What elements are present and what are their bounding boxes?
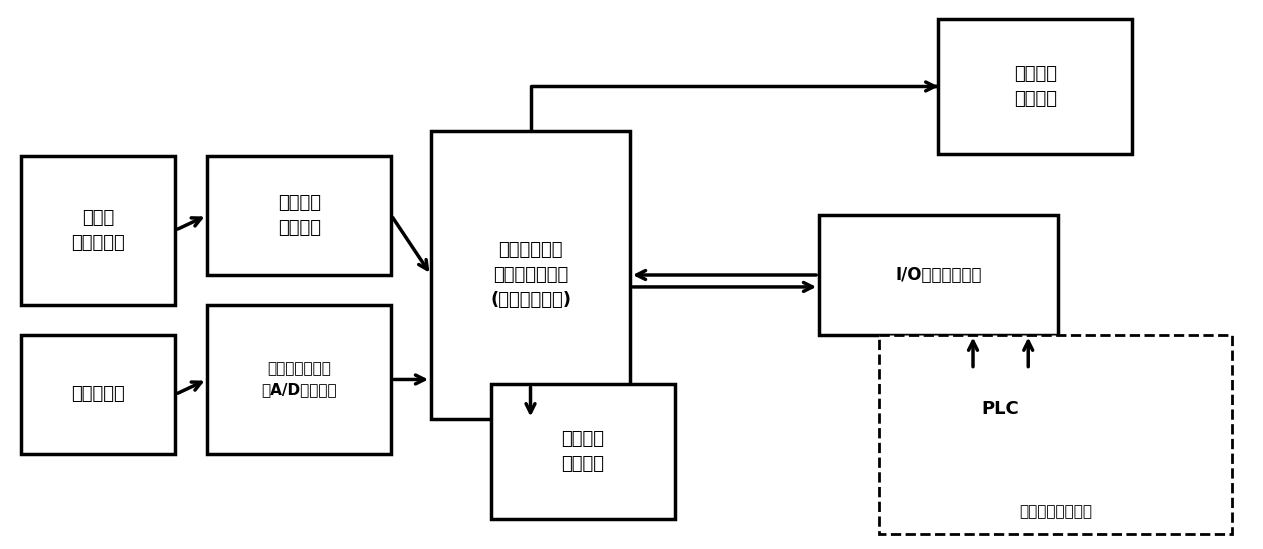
Bar <box>491 384 674 519</box>
Bar <box>879 335 1231 534</box>
Bar <box>938 19 1133 154</box>
Bar <box>21 335 176 454</box>
Bar <box>207 305 392 454</box>
Bar <box>21 155 176 305</box>
Text: 数字式
温度传感器: 数字式 温度传感器 <box>71 209 125 252</box>
Text: 温度数据
处理模块: 温度数据 处理模块 <box>278 194 321 237</box>
Text: 实时补偿计算
及在线调整模块
(包括补偿模型): 实时补偿计算 及在线调整模块 (包括补偿模型) <box>490 241 571 309</box>
Bar <box>818 215 1058 335</box>
Bar <box>908 369 1092 449</box>
Text: 高速精密加工中心: 高速精密加工中心 <box>1019 504 1091 519</box>
Text: 数据显示
状态监视: 数据显示 状态监视 <box>1014 65 1057 108</box>
Text: I/O数据交互模块: I/O数据交互模块 <box>895 266 981 284</box>
Text: PLC: PLC <box>981 400 1019 418</box>
Text: 位移传感器: 位移传感器 <box>71 385 125 404</box>
Bar <box>431 131 630 419</box>
Text: 位移信号变送器
及A/D转换模块: 位移信号变送器 及A/D转换模块 <box>261 361 337 397</box>
Text: 用户交互
输入参数: 用户交互 输入参数 <box>561 430 604 473</box>
Bar <box>207 155 392 275</box>
